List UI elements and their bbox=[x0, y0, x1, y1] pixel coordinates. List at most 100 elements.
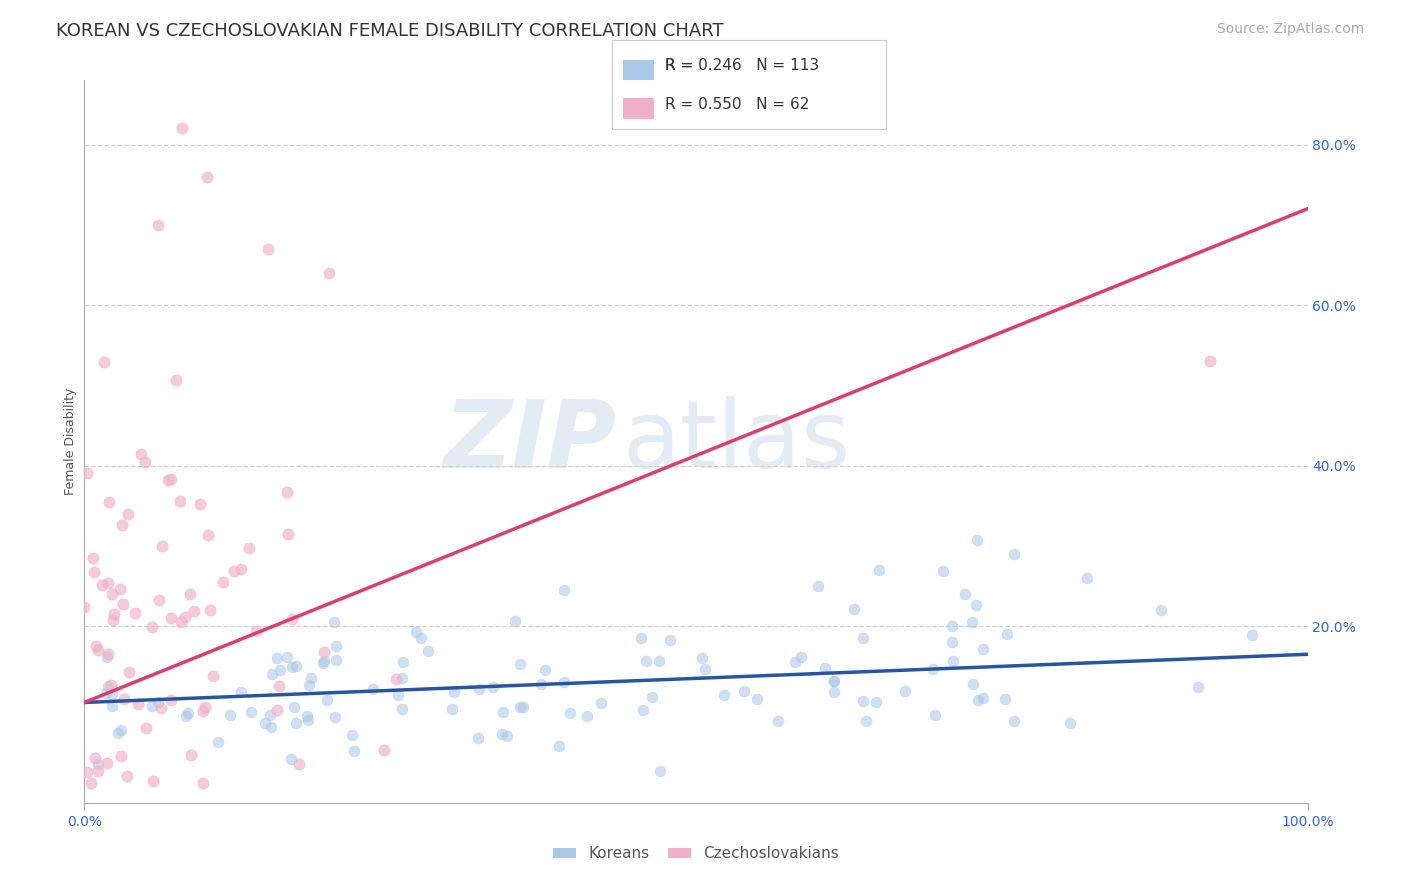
Koreans bbox=[630, 631, 652, 645]
Czechoslovakians bbox=[103, 607, 125, 621]
Koreans bbox=[361, 681, 384, 696]
Koreans bbox=[633, 703, 655, 717]
Czechoslovakians bbox=[134, 455, 156, 469]
Koreans bbox=[648, 764, 671, 778]
Koreans bbox=[530, 677, 553, 691]
Koreans bbox=[534, 663, 557, 677]
Czechoslovakians bbox=[97, 647, 120, 661]
Czechoslovakians bbox=[212, 574, 235, 589]
Koreans bbox=[323, 710, 346, 724]
Czechoslovakians bbox=[108, 582, 131, 596]
Czechoslovakians bbox=[160, 693, 183, 707]
Czechoslovakians bbox=[135, 721, 157, 735]
Koreans bbox=[96, 686, 118, 700]
Czechoslovakians bbox=[183, 605, 205, 619]
Czechoslovakians bbox=[269, 679, 291, 693]
Koreans bbox=[785, 655, 807, 669]
Czechoslovakians bbox=[172, 121, 194, 136]
Koreans bbox=[482, 680, 505, 694]
Czechoslovakians bbox=[73, 600, 96, 615]
Koreans bbox=[343, 744, 366, 758]
Czechoslovakians bbox=[191, 704, 214, 718]
Koreans bbox=[409, 632, 432, 646]
Koreans bbox=[391, 671, 413, 685]
Czechoslovakians bbox=[76, 764, 98, 779]
Czechoslovakians bbox=[170, 615, 193, 629]
Czechoslovakians bbox=[96, 756, 118, 770]
Koreans bbox=[325, 639, 347, 653]
Koreans bbox=[174, 709, 197, 723]
Koreans bbox=[558, 706, 581, 720]
Czechoslovakians bbox=[82, 550, 104, 565]
Czechoslovakians bbox=[93, 354, 115, 368]
Czechoslovakians bbox=[124, 606, 146, 620]
Koreans bbox=[823, 674, 845, 689]
Czechoslovakians bbox=[79, 776, 101, 790]
Koreans bbox=[1076, 571, 1098, 585]
Koreans bbox=[591, 696, 613, 710]
Czechoslovakians bbox=[117, 508, 139, 522]
Czechoslovakians bbox=[193, 776, 215, 790]
Koreans bbox=[391, 702, 413, 716]
Koreans bbox=[505, 614, 527, 628]
Czechoslovakians bbox=[148, 592, 170, 607]
Koreans bbox=[512, 699, 534, 714]
Czechoslovakians bbox=[266, 703, 288, 717]
Koreans bbox=[855, 714, 877, 728]
Koreans bbox=[962, 677, 984, 691]
Czechoslovakians bbox=[277, 527, 299, 541]
Czechoslovakians bbox=[197, 528, 219, 542]
Czechoslovakians bbox=[385, 672, 408, 686]
Text: Source: ZipAtlas.com: Source: ZipAtlas.com bbox=[1216, 22, 1364, 37]
Czechoslovakians bbox=[195, 169, 218, 184]
Czechoslovakians bbox=[318, 266, 340, 280]
Koreans bbox=[298, 678, 321, 692]
Czechoslovakians bbox=[257, 242, 280, 256]
Czechoslovakians bbox=[173, 610, 195, 624]
Czechoslovakians bbox=[117, 769, 139, 783]
Koreans bbox=[96, 650, 118, 665]
Czechoslovakians bbox=[159, 472, 181, 486]
Czechoslovakians bbox=[238, 541, 260, 555]
Koreans bbox=[941, 619, 963, 633]
Koreans bbox=[312, 656, 335, 670]
Koreans bbox=[325, 653, 347, 667]
Koreans bbox=[100, 687, 122, 701]
Czechoslovakians bbox=[146, 218, 169, 232]
Czechoslovakians bbox=[112, 597, 135, 611]
Koreans bbox=[1241, 627, 1264, 641]
Koreans bbox=[648, 654, 671, 668]
Koreans bbox=[392, 656, 415, 670]
Czechoslovakians bbox=[98, 495, 121, 509]
Koreans bbox=[297, 713, 319, 727]
Czechoslovakians bbox=[110, 749, 132, 764]
Koreans bbox=[575, 709, 598, 723]
Koreans bbox=[239, 705, 262, 719]
Y-axis label: Female Disability: Female Disability bbox=[65, 388, 77, 495]
Czechoslovakians bbox=[149, 700, 172, 714]
Koreans bbox=[823, 673, 845, 688]
Koreans bbox=[1002, 714, 1025, 729]
Koreans bbox=[693, 661, 716, 675]
Koreans bbox=[491, 705, 513, 719]
Czechoslovakians bbox=[87, 764, 110, 778]
Koreans bbox=[146, 695, 169, 709]
Text: ZIP: ZIP bbox=[443, 395, 616, 488]
Text: R =: R = bbox=[665, 58, 699, 72]
Czechoslovakians bbox=[83, 565, 105, 579]
Koreans bbox=[690, 651, 713, 665]
Koreans bbox=[1150, 603, 1173, 617]
Koreans bbox=[634, 654, 657, 668]
Koreans bbox=[207, 735, 229, 749]
Czechoslovakians bbox=[180, 747, 202, 762]
Koreans bbox=[97, 679, 120, 693]
Koreans bbox=[553, 674, 575, 689]
Czechoslovakians bbox=[245, 624, 267, 639]
Czechoslovakians bbox=[142, 774, 165, 789]
Koreans bbox=[953, 587, 976, 601]
Czechoslovakians bbox=[141, 620, 163, 634]
Koreans bbox=[962, 615, 984, 630]
Czechoslovakians bbox=[190, 497, 212, 511]
Czechoslovakians bbox=[198, 603, 221, 617]
Koreans bbox=[924, 707, 946, 722]
